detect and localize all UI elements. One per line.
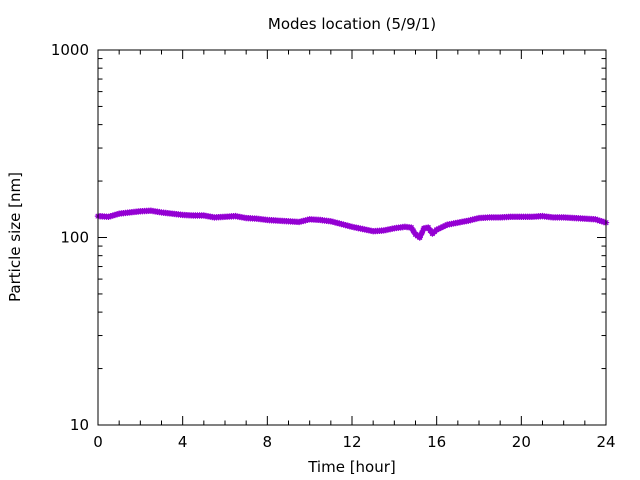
data-point — [416, 234, 423, 241]
data-point — [109, 212, 117, 219]
data-point — [107, 212, 114, 220]
data-point — [441, 222, 449, 229]
data-point — [105, 213, 112, 220]
data-point — [439, 223, 447, 230]
y-tick-label: 1000 — [51, 41, 89, 59]
data-point — [410, 227, 417, 235]
data-point — [427, 227, 434, 234]
data-point — [418, 229, 426, 237]
plot-frame — [97, 49, 607, 426]
y-axis-label: Particle size [nm] — [6, 172, 24, 302]
x-tick-label: 0 — [93, 433, 103, 451]
x-tick-label: 24 — [596, 433, 615, 451]
data-point — [594, 216, 601, 224]
x-axis-label: Time [hour] — [307, 458, 396, 476]
data-series — [94, 207, 610, 241]
x-tick-label: 8 — [263, 433, 273, 451]
y-tick-label: 100 — [60, 229, 89, 247]
data-point — [113, 211, 121, 218]
axis-ticks — [97, 49, 607, 426]
x-tick-label: 20 — [512, 433, 531, 451]
y-tick-label: 10 — [70, 416, 89, 434]
data-point — [111, 211, 119, 219]
tick-labels: 0 4 8 12 16 20 24 10 100 1000 — [51, 41, 616, 451]
data-point — [435, 225, 442, 232]
data-point — [437, 224, 445, 231]
data-point — [592, 216, 599, 223]
data-point — [433, 226, 440, 233]
data-point — [425, 224, 432, 231]
data-point — [600, 218, 608, 226]
data-point — [596, 217, 603, 224]
x-tick-label: 16 — [427, 433, 446, 451]
chart-title: Modes location (5/9/1) — [268, 15, 436, 33]
x-tick-label: 4 — [178, 433, 188, 451]
data-point — [408, 224, 415, 231]
x-tick-label: 12 — [342, 433, 361, 451]
data-point — [598, 218, 605, 225]
